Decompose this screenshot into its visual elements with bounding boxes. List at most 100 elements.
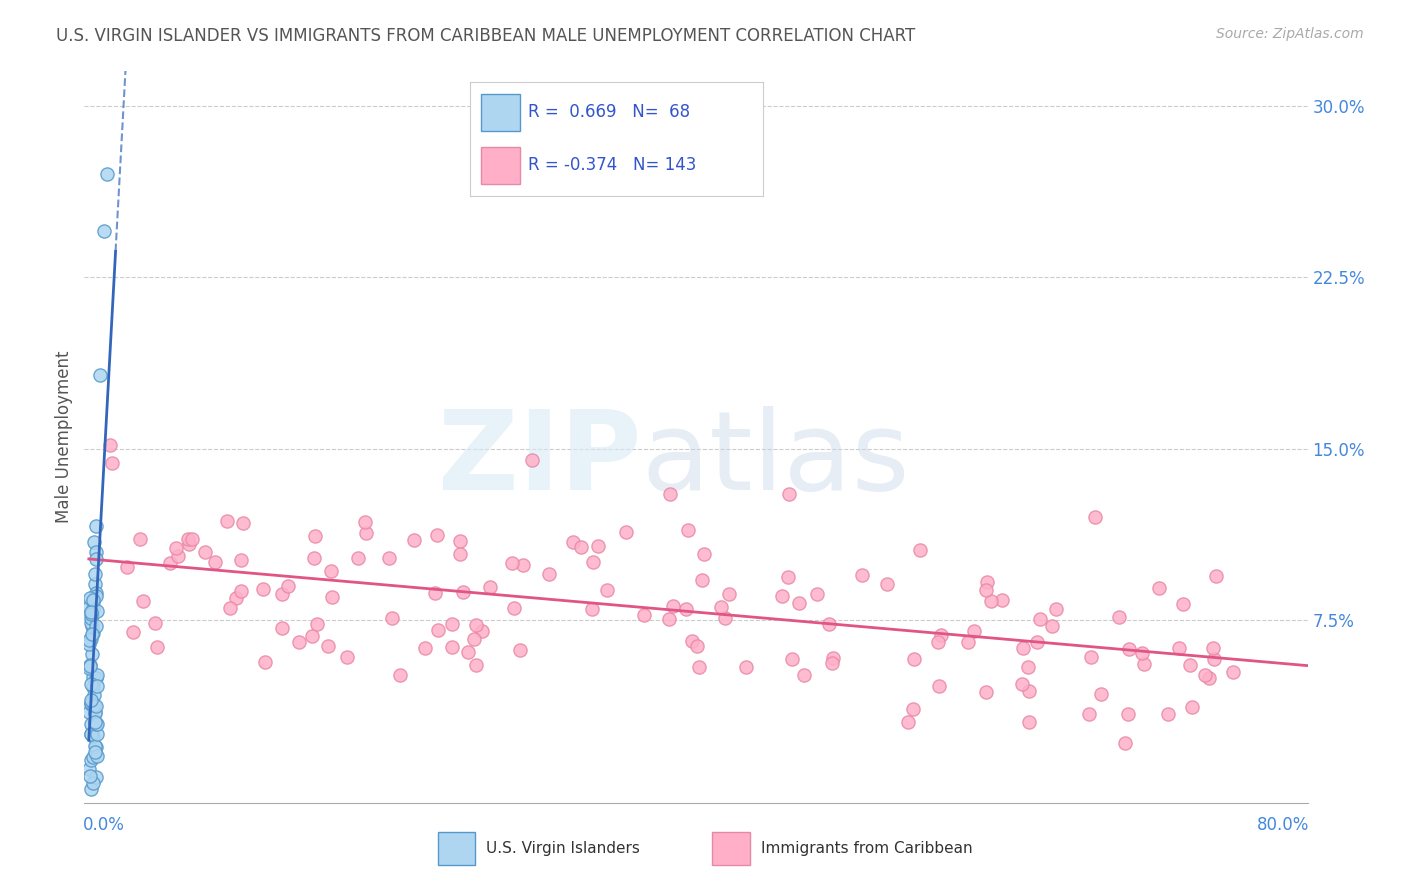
Point (1018, 683, 1040, 698)
Point (449, 547, 471, 561)
Point (82, 681, 104, 695)
Point (690, 573, 713, 587)
Point (806, 587, 828, 601)
Point (503, 601, 526, 615)
Point (80, 726, 103, 740)
Point (512, 558, 534, 572)
Point (217, 514, 239, 528)
Point (321, 591, 343, 605)
Text: U.S. VIRGIN ISLANDER VS IMMIGRANTS FROM CARIBBEAN MALE UNEMPLOYMENT CORRELATION : U.S. VIRGIN ISLANDER VS IMMIGRANTS FROM … (56, 27, 915, 45)
Point (425, 586, 447, 600)
Point (388, 668, 411, 682)
Point (963, 624, 986, 638)
Point (1116, 707, 1139, 722)
Text: Source: ZipAtlas.com: Source: ZipAtlas.com (1216, 27, 1364, 41)
Point (86, 551, 108, 566)
Point (347, 551, 370, 566)
Point (271, 621, 294, 635)
Point (82, 595, 104, 609)
Point (793, 668, 815, 682)
Point (165, 541, 187, 555)
Point (633, 607, 655, 622)
Point (1029, 612, 1052, 626)
Point (928, 680, 950, 694)
Point (449, 534, 471, 549)
Point (84, 739, 107, 754)
Point (79, 769, 101, 783)
Point (84, 671, 107, 685)
Point (84, 619, 107, 633)
Point (316, 639, 339, 653)
Point (225, 591, 247, 606)
Point (427, 623, 450, 637)
Point (83, 576, 105, 591)
Point (177, 532, 200, 546)
Point (851, 567, 873, 582)
Point (77, 599, 100, 614)
Point (1090, 687, 1112, 701)
Point (897, 714, 920, 729)
Point (253, 655, 276, 669)
Point (710, 599, 733, 614)
Point (84, 567, 107, 582)
Point (614, 525, 637, 540)
Point (80, 716, 103, 731)
Point (84, 589, 107, 603)
Point (596, 583, 619, 598)
Point (1194, 668, 1216, 682)
Point (83, 745, 105, 759)
Point (80, 607, 103, 621)
Point (84, 545, 107, 559)
Point (252, 582, 274, 597)
Point (159, 556, 181, 570)
Point (686, 639, 709, 653)
Point (86, 519, 108, 533)
Point (1114, 736, 1136, 750)
Point (98, 438, 121, 452)
Point (770, 590, 793, 604)
Point (229, 583, 252, 598)
Point (735, 660, 758, 674)
Point (1147, 582, 1170, 596)
Point (167, 549, 190, 563)
Point (336, 649, 359, 664)
Point (1026, 635, 1049, 649)
Point (218, 600, 240, 615)
Point (571, 540, 593, 554)
Point (817, 617, 839, 632)
Point (80, 610, 103, 624)
Point (121, 625, 143, 640)
Point (146, 640, 169, 655)
Point (1202, 640, 1225, 655)
Point (479, 580, 502, 594)
Point (658, 612, 681, 626)
Point (522, 453, 544, 467)
Point (780, 651, 803, 665)
Text: atlas: atlas (641, 406, 910, 513)
Point (1018, 714, 1040, 729)
Point (974, 582, 997, 597)
Point (378, 551, 401, 566)
Point (501, 556, 523, 570)
Point (232, 516, 254, 531)
Point (301, 628, 323, 642)
Point (83, 698, 105, 712)
Point (80, 632, 103, 647)
Point (80, 615, 103, 630)
Point (353, 515, 375, 529)
Point (79, 661, 101, 675)
Point (84, 717, 107, 731)
Point (86, 748, 108, 763)
Point (787, 596, 810, 610)
Point (80, 727, 103, 741)
Point (82, 625, 104, 640)
Point (1118, 642, 1140, 657)
Point (976, 575, 998, 590)
Point (991, 593, 1014, 607)
Point (79, 658, 101, 673)
Point (1178, 658, 1201, 673)
Point (582, 555, 605, 569)
Point (194, 545, 217, 559)
Point (457, 645, 479, 659)
Point (354, 526, 377, 541)
